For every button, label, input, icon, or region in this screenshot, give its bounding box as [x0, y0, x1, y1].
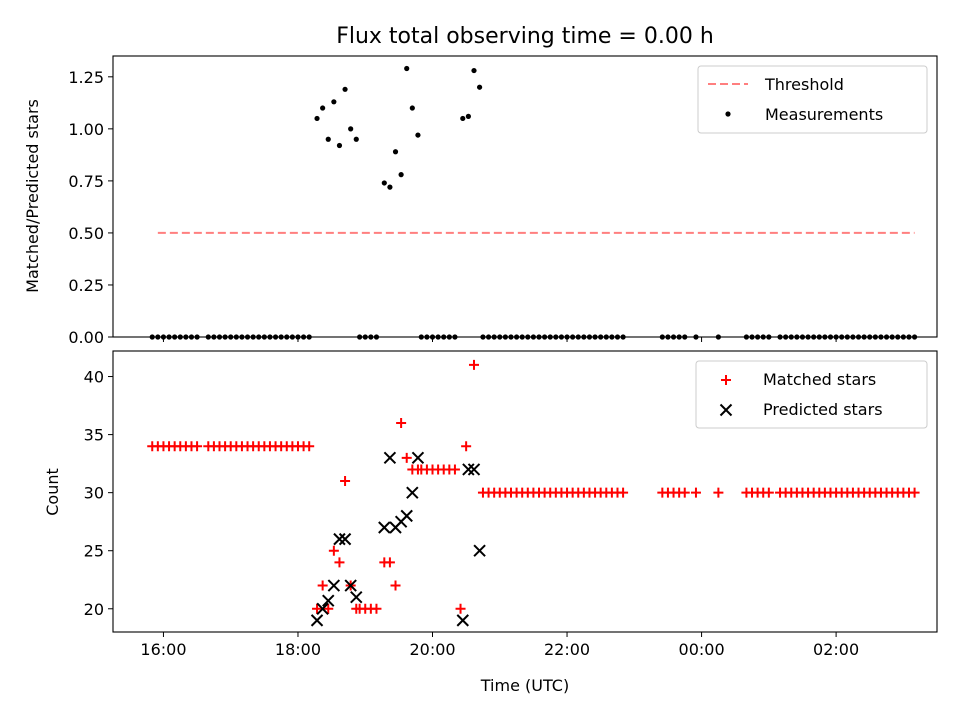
- legend-measurements-swatch: [725, 111, 731, 117]
- y-tick-label: 0.25: [68, 276, 104, 295]
- measurement-point: [325, 136, 331, 142]
- matched-star-marker: [679, 487, 690, 498]
- measurement-point: [381, 180, 387, 186]
- measurement-point: [387, 184, 393, 190]
- x-tick-label: 02:00: [813, 640, 859, 659]
- predicted-star-marker: [473, 544, 486, 557]
- x-tick-label: 20:00: [409, 640, 455, 659]
- matched-star-marker: [192, 441, 203, 452]
- matched-star-marker: [763, 487, 774, 498]
- predicted-star-marker: [400, 509, 413, 523]
- measurement-point: [398, 172, 404, 178]
- matched-star-marker: [328, 545, 339, 556]
- y-tick-label: 20: [84, 600, 104, 619]
- y-tick-label: 25: [84, 542, 104, 561]
- x-tick-label: 00:00: [679, 640, 725, 659]
- matched-star-marker: [618, 487, 629, 498]
- top-panel: 0.00 0.25 0.50 0.75 1.00 1.25 Threshold Measure…: [68, 55, 938, 347]
- x-tick-label: 16:00: [140, 640, 186, 659]
- predicted-star-marker: [406, 486, 419, 499]
- matched-star-marker: [384, 557, 395, 568]
- x-tick-label: 18:00: [275, 640, 321, 659]
- y-tick-label: 1.25: [68, 68, 104, 87]
- top-legend-box: [697, 65, 928, 134]
- measurement-point: [415, 132, 421, 138]
- matched-star-marker: [449, 464, 460, 475]
- measurement-point: [465, 113, 471, 119]
- predicted-star-marker: [316, 602, 329, 615]
- x-tick-label: 22:00: [544, 640, 590, 659]
- measurement-point: [353, 136, 359, 142]
- y-tick-label: 0.50: [68, 224, 104, 243]
- bottom-panel: 20 25 30 35 40 16:00 18:00 20:00 22:00 00:00 02:00…: [84, 350, 938, 659]
- y-tick-label: 0.00: [68, 328, 104, 347]
- legend-matched-label: Matched stars: [763, 370, 876, 389]
- legend-threshold-label: Threshold: [764, 75, 844, 94]
- chart-title: Flux total observing time = 0.00 h: [336, 24, 714, 49]
- predicted-star-marker: [338, 532, 352, 546]
- measurement-point: [409, 105, 415, 111]
- measurement-point: [331, 99, 337, 105]
- matched-star-marker: [317, 580, 328, 591]
- bottom-legend-box: [695, 360, 928, 429]
- predicted-star-marker: [310, 614, 324, 627]
- predicted-star-marker: [462, 463, 475, 476]
- measurement-point: [392, 149, 399, 155]
- measurement-point: [460, 115, 466, 122]
- measurement-point: [476, 84, 483, 90]
- matched-star-marker: [371, 603, 382, 614]
- measurement-point: [320, 105, 326, 111]
- predicted-star-marker: [350, 590, 363, 604]
- predicted-star-marker: [322, 594, 335, 607]
- matched-star-marker: [304, 441, 315, 452]
- y-tick-label: 0.75: [68, 172, 104, 191]
- predicted-star-marker: [383, 451, 397, 465]
- matched-star-marker: [690, 487, 701, 498]
- y-tick-label: 35: [84, 426, 104, 445]
- bottom-y-axis-label: Count: [43, 468, 62, 516]
- matched-star-marker: [468, 359, 479, 370]
- y-tick-label: 40: [84, 368, 104, 387]
- legend-predicted-swatch: [719, 403, 733, 417]
- top-axes-frame: [112, 55, 938, 338]
- predicted-star-marker: [411, 451, 425, 465]
- matched-star-marker: [323, 603, 334, 614]
- matched-star-marker: [396, 417, 407, 428]
- matched-star-marker: [312, 603, 323, 614]
- predicted-star-marker: [344, 579, 357, 592]
- legend-matched-swatch: [721, 375, 731, 385]
- measurement-point: [336, 142, 343, 149]
- predicted-star-marker: [467, 463, 481, 476]
- matched-star-marker: [461, 441, 472, 452]
- predicted-star-marker: [327, 579, 341, 592]
- matched-star-marker: [340, 476, 351, 487]
- matched-star-marker: [909, 487, 920, 498]
- bottom-axes-frame: [112, 350, 938, 633]
- predicted-star-marker: [378, 521, 391, 534]
- measurement-point: [314, 115, 320, 122]
- matched-star-marker: [401, 452, 412, 463]
- predicted-star-marker: [456, 614, 469, 627]
- legend-predicted-label: Predicted stars: [763, 400, 883, 419]
- matched-star-marker: [455, 603, 466, 614]
- measurement-point: [471, 67, 477, 74]
- x-axis-label: Time (UTC): [480, 676, 569, 695]
- measurement-point: [404, 65, 410, 72]
- y-tick-label: 30: [84, 484, 104, 503]
- matched-star-marker: [713, 487, 724, 498]
- matched-star-marker: [390, 580, 401, 591]
- measurement-point: [348, 126, 354, 132]
- predicted-star-marker: [333, 532, 346, 546]
- y-tick-label: 1.00: [68, 120, 104, 139]
- matched-star-marker: [334, 557, 345, 568]
- top-y-axis-label: Matched/Predicted stars: [23, 99, 42, 293]
- legend-measurements-label: Measurements: [765, 105, 883, 124]
- measurement-point: [342, 86, 348, 92]
